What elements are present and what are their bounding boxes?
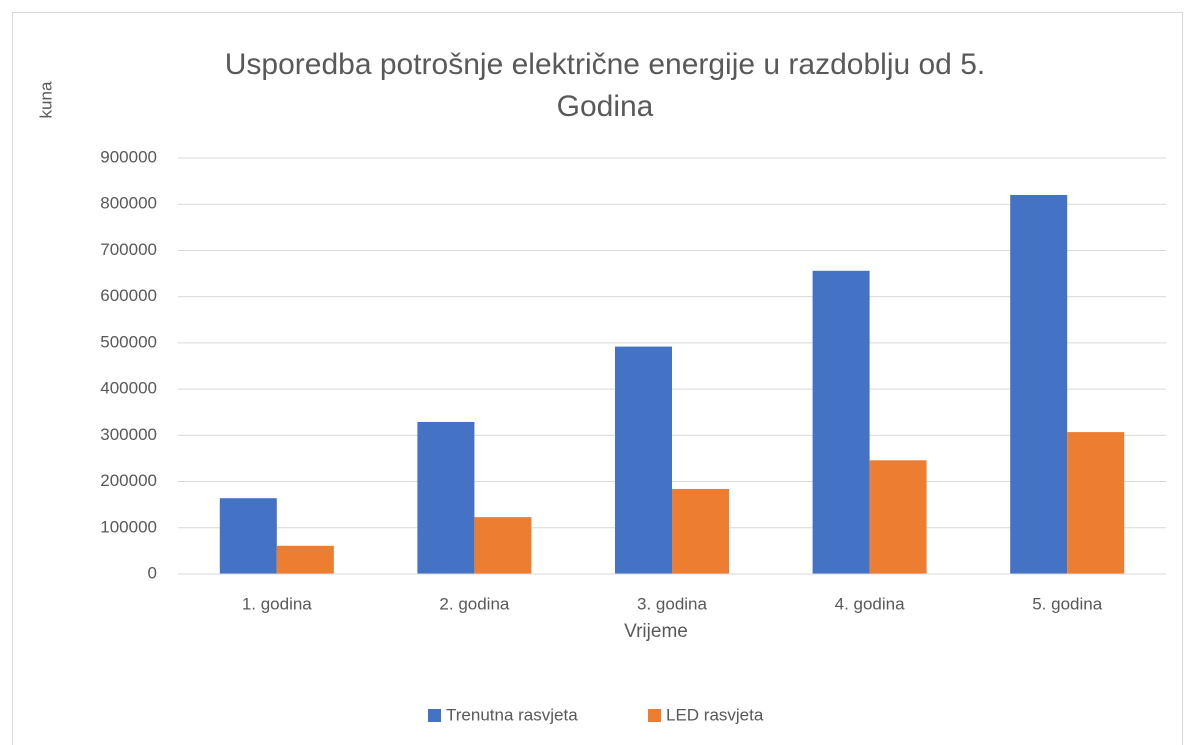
bar [812,270,870,574]
y-tick-label: 600000 [100,286,157,305]
bar [615,346,672,574]
y-tick-label: 100000 [100,517,157,536]
legend-swatch [428,709,441,722]
bar [417,421,475,574]
bar [1010,194,1068,574]
bar [276,545,334,574]
y-tick-label: 800000 [100,194,157,213]
x-tick-label: 2. godina [439,594,509,613]
legend-swatch [648,709,661,722]
y-tick-label: 0 [148,563,157,582]
y-tick-label: 400000 [100,379,157,398]
x-tick-label: 1. godina [242,594,312,613]
y-tick-label: 200000 [100,471,157,490]
x-tick-label: 4. godina [835,594,905,613]
bar [672,488,729,574]
legend-label: LED rasvjeta [666,705,764,724]
bar [219,498,277,574]
y-tick-label: 900000 [100,147,157,166]
chart-frame [12,12,1183,745]
legend-label: Trenutna rasvjeta [446,705,578,724]
y-tick-label: 500000 [100,332,157,351]
bar [474,517,532,574]
y-axis-title: kuna [36,81,55,118]
bar [869,460,927,574]
bar [1067,432,1125,574]
x-axis-title: Vrijeme [624,621,688,642]
y-tick-label: 300000 [100,425,157,444]
x-tick-label: 3. godina [637,594,707,613]
x-tick-label: 5. godina [1032,594,1102,613]
y-tick-label: 700000 [100,240,157,259]
chart-title: Usporedba potrošnje električne energije … [224,48,986,123]
